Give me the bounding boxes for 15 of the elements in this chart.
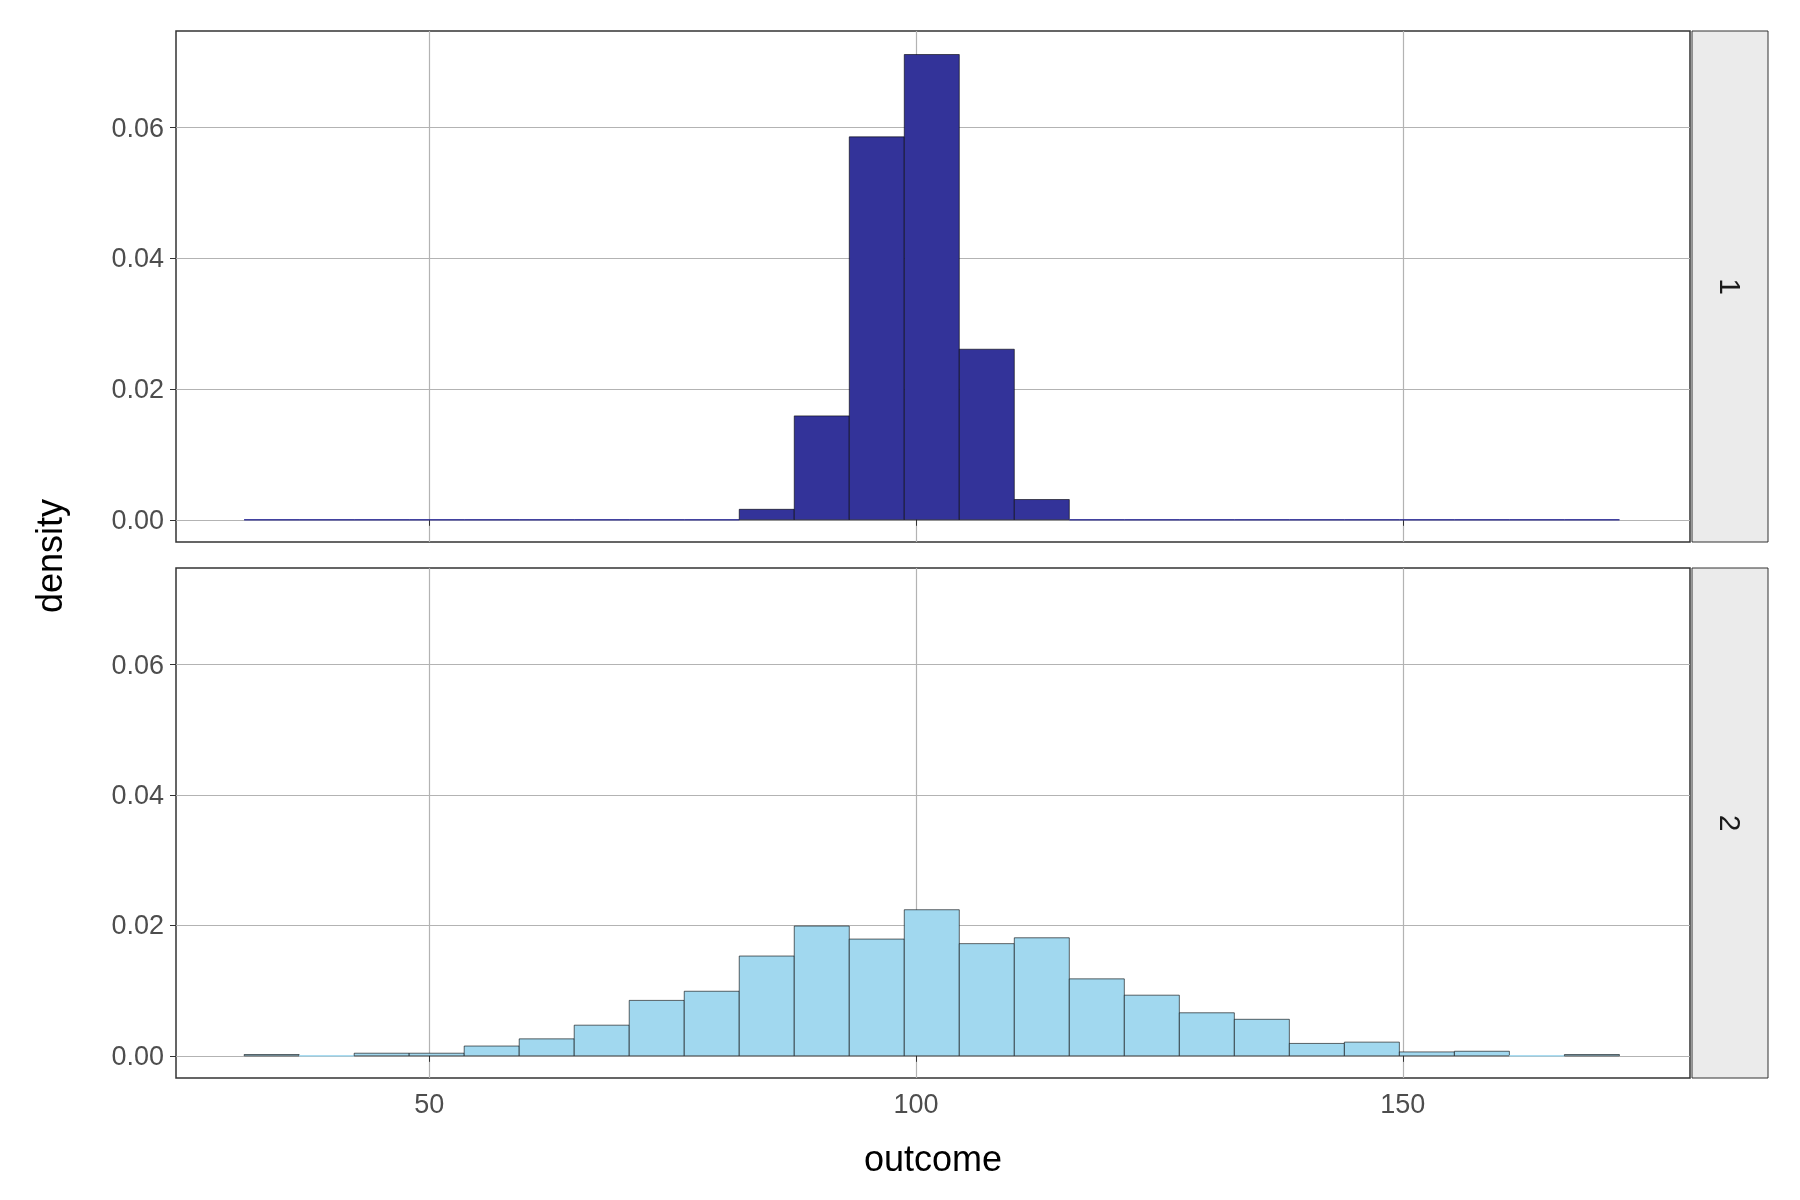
y-tick-label: 0.06	[111, 112, 164, 143]
y-tick-label: 0.00	[111, 504, 164, 535]
y-tick-label: 0.02	[111, 374, 164, 405]
text: 1	[1713, 278, 1747, 295]
y-tick-label: 0.02	[111, 910, 164, 941]
y-tick-label: 0.04	[111, 779, 164, 810]
y-tick-label: 0.04	[111, 243, 164, 274]
x-tick-label: 50	[414, 1088, 445, 1119]
x-tick-label: 150	[1380, 1088, 1426, 1119]
y-tick-label: 0.00	[111, 1040, 164, 1071]
y-axis-title: density	[29, 498, 71, 614]
y-tick-label: 0.06	[111, 649, 164, 680]
x-tick-label: 100	[893, 1088, 939, 1119]
x-axis-title: outcome	[863, 1137, 1003, 1179]
text: 2	[1713, 814, 1747, 832]
